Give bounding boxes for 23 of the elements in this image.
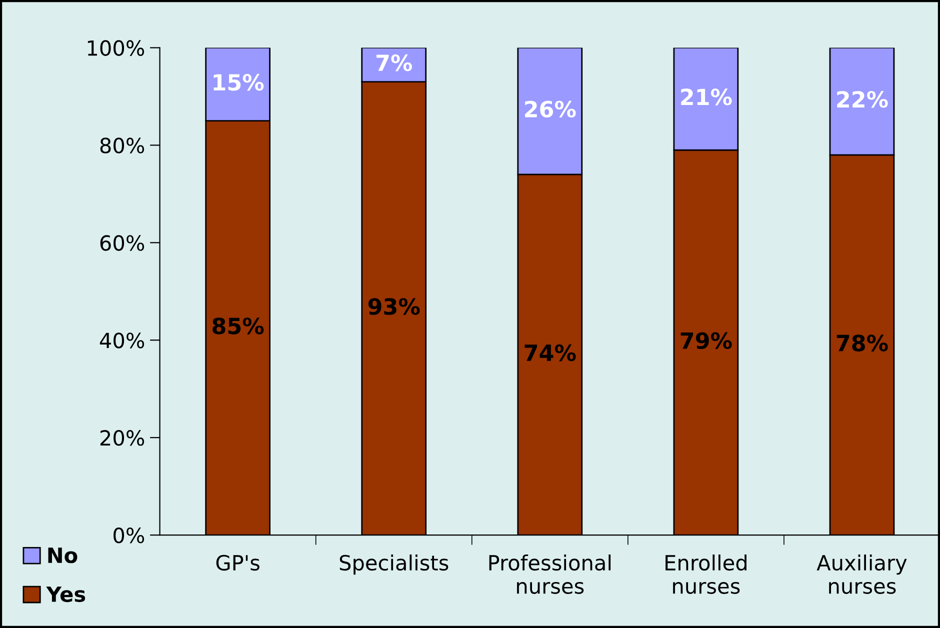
x-tick-label: Specialists: [340, 554, 448, 575]
data-label: 22%: [837, 90, 888, 108]
legend-label: Yes: [46, 586, 86, 602]
data-label: 93%: [368, 298, 420, 315]
x-tick-label: GP's: [216, 554, 260, 571]
x-tick-label: Professional nurses: [489, 554, 611, 594]
data-label: 74%: [524, 344, 576, 362]
y-tick-label: 40%: [100, 332, 144, 348]
data-label: 7%: [376, 54, 412, 72]
data-label: 78%: [836, 334, 888, 352]
y-tick-label: 60%: [100, 235, 144, 251]
y-tick-label: 80%: [100, 138, 144, 154]
data-label: 15%: [214, 74, 264, 91]
legend-label: No: [48, 548, 78, 564]
x-tick-label: Auxiliary nurses: [816, 554, 907, 594]
y-tick-label: 100%: [88, 40, 144, 56]
data-label: 26%: [525, 100, 576, 118]
y-tick-label: 0%: [114, 528, 144, 544]
y-tick-label: 20%: [100, 430, 144, 446]
data-label: 21%: [681, 88, 732, 106]
x-tick-label: Enrolled nurses: [666, 554, 746, 594]
data-label: 85%: [212, 318, 264, 334]
data-label: 79%: [680, 332, 732, 350]
